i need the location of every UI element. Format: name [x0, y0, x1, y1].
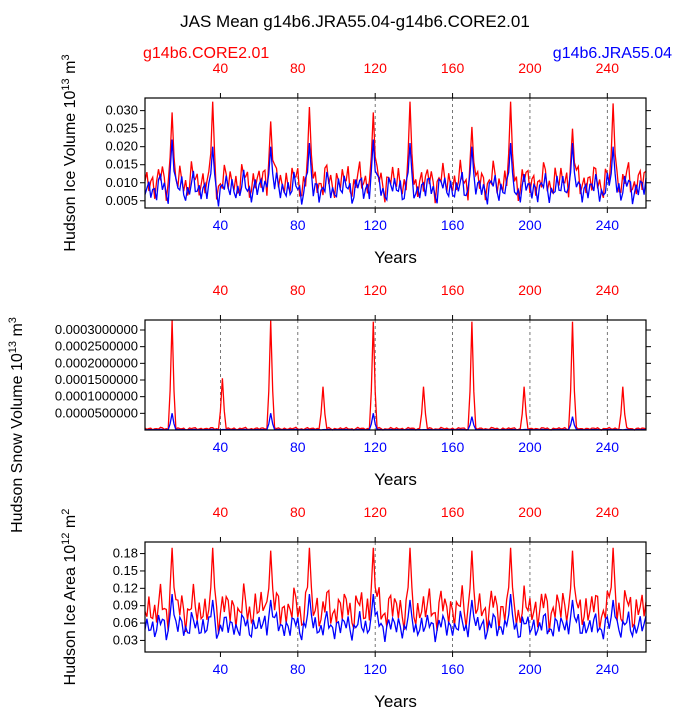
x-tick-label-top: 40 [213, 282, 229, 298]
x-tick-label-bottom: 160 [441, 217, 465, 233]
x-tick-label-bottom: 80 [290, 217, 306, 233]
x-tick-label-top: 40 [213, 60, 229, 76]
y-axis-label: Hudson Ice Volume 1013 m3 [60, 54, 79, 251]
x-tick-label-bottom: 200 [518, 217, 542, 233]
series-line-core [144, 547, 647, 635]
y-axis-label: Hudson Ice Area 1012 m2 [60, 509, 79, 686]
x-tick-label-bottom: 240 [596, 661, 620, 677]
y-tick-label: 0.030 [105, 103, 138, 118]
plot-frame [144, 541, 647, 653]
x-tick-label-top: 160 [441, 504, 465, 520]
plot-frame [144, 319, 647, 431]
x-tick-label-bottom: 40 [213, 439, 229, 455]
x-tick-label-top: 200 [518, 60, 542, 76]
x-axis-label: Years [374, 248, 417, 267]
x-tick-label-bottom: 120 [364, 661, 388, 677]
y-tick-label: 0.0003000000 [55, 322, 138, 337]
x-tick-label-bottom: 200 [518, 439, 542, 455]
y-tick-label: 0.0001000000 [55, 389, 138, 404]
x-tick-label-bottom: 160 [441, 661, 465, 677]
x-tick-label-top: 240 [596, 282, 620, 298]
y-tick-label: 0.0001500000 [55, 372, 138, 387]
x-tick-label-bottom: 120 [364, 217, 388, 233]
chart-panel-ice-volume: 0.005 0.010 0.015 0.020 0.025 0.030 40 40 80 80 12… [60, 54, 651, 267]
y-tick-label: 0.0000500000 [55, 405, 138, 420]
x-tick-label-top: 160 [441, 60, 465, 76]
y-tick-label: 0.12 [113, 580, 138, 595]
y-tick-label: 0.025 [105, 121, 138, 136]
x-axis-label: Years [374, 470, 417, 489]
x-tick-label-top: 120 [364, 282, 388, 298]
series-line-jra [144, 139, 647, 207]
x-tick-label-bottom: 240 [596, 217, 620, 233]
series-line-jra [144, 594, 647, 643]
y-tick-label: 0.0002000000 [55, 355, 138, 370]
x-tick-label-top: 80 [290, 504, 306, 520]
x-tick-label-bottom: 80 [290, 439, 306, 455]
x-tick-label-top: 40 [213, 504, 229, 520]
y-axis-label: Hudson Snow Volume 1013 m3 [7, 317, 26, 533]
x-tick-label-bottom: 80 [290, 661, 306, 677]
y-tick-label: 0.005 [105, 193, 138, 208]
y-tick-label: 0.020 [105, 139, 138, 154]
x-tick-label-bottom: 240 [596, 439, 620, 455]
x-tick-label-bottom: 200 [518, 661, 542, 677]
x-tick-label-top: 240 [596, 60, 620, 76]
x-tick-label-top: 160 [441, 282, 465, 298]
y-tick-label: 0.03 [113, 632, 138, 647]
x-tick-label-top: 240 [596, 504, 620, 520]
legend-core: g14b6.CORE2.01 [143, 45, 269, 62]
chart-title: JAS Mean g14b6.JRA55.04-g14b6.CORE2.01 [180, 12, 530, 31]
x-tick-label-bottom: 40 [213, 661, 229, 677]
x-tick-label-bottom: 160 [441, 439, 465, 455]
y-tick-label: 0.015 [105, 157, 138, 172]
x-tick-label-top: 200 [518, 282, 542, 298]
x-tick-label-top: 80 [290, 282, 306, 298]
x-tick-label-top: 200 [518, 504, 542, 520]
y-tick-label: 0.0002500000 [55, 339, 138, 354]
x-tick-label-top: 80 [290, 60, 306, 76]
series-line-core [144, 319, 647, 431]
x-tick-label-top: 120 [364, 60, 388, 76]
x-tick-label-top: 120 [364, 504, 388, 520]
x-tick-label-bottom: 40 [213, 217, 229, 233]
y-tick-label: 0.18 [113, 546, 138, 561]
y-tick-label: 0.09 [113, 598, 138, 613]
chart-panel-ice-area: 0.03 0.06 0.09 0.12 0.15 0.18 40 40 80 80 120 120 16… [60, 504, 651, 709]
x-axis-label: Years [374, 692, 417, 709]
plot-frame [144, 97, 647, 209]
y-tick-label: 0.010 [105, 175, 138, 190]
y-tick-label: 0.15 [113, 563, 138, 578]
y-tick-label: 0.06 [113, 615, 138, 630]
legend-jra: g14b6.JRA55.04 [553, 45, 672, 62]
x-tick-label-bottom: 120 [364, 439, 388, 455]
